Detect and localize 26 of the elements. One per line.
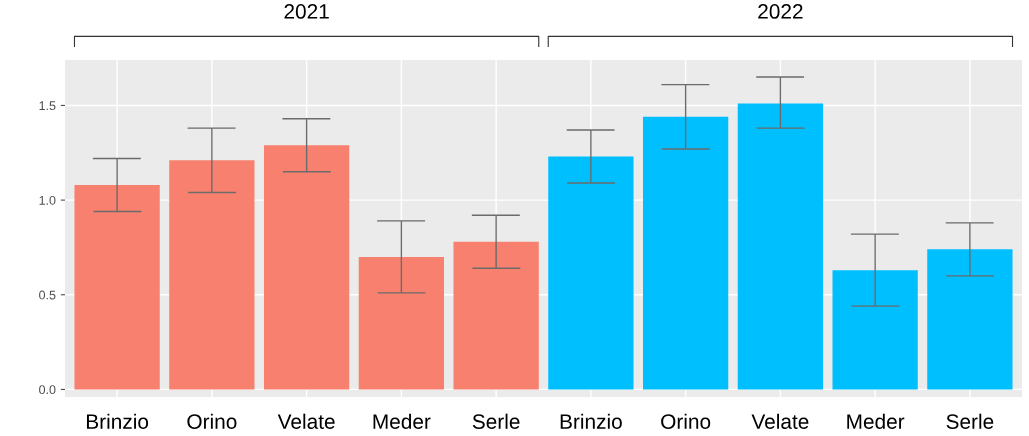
bar [737,103,824,390]
x-tick-label: Orino [187,413,237,429]
x-tick-label: Meder [847,413,905,429]
bar [832,270,918,390]
y-tick-label: 0.5 [39,290,56,300]
bar [358,256,445,390]
bar [263,145,350,390]
x-tick-label: Brinzio [86,413,149,429]
bar [548,156,634,390]
y-tick-label: 1.5 [39,101,56,111]
text: 2022 [758,4,803,19]
text: 2021 [284,4,329,19]
y-tick-label: 1.0 [39,195,56,205]
x-tick-label: Orino [661,413,711,429]
bar [453,241,539,390]
x-tick-label: Brinzio [560,413,622,429]
x-tick-label: Meder [373,413,431,429]
x-tick-label: Serle [946,413,994,429]
bar [642,116,729,390]
y-tick-label: 0.0 [39,385,56,395]
bar [169,160,255,390]
x-tick-label: Velate [277,413,335,429]
bar [927,249,1013,390]
bar [74,184,160,390]
x-tick-label: Velate [751,413,809,429]
x-tick-label: Serle [472,413,520,429]
